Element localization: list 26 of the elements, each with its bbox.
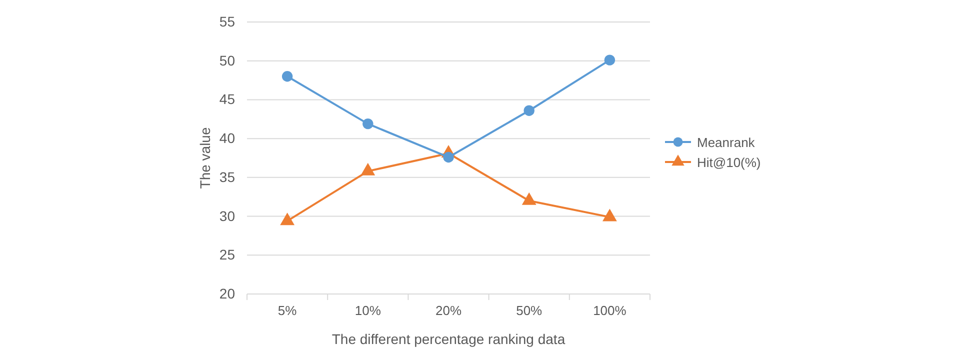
x-tick-label: 5% (278, 303, 298, 318)
point (602, 208, 617, 222)
point (604, 54, 616, 66)
point (443, 152, 454, 163)
point (524, 105, 534, 116)
legend-label: Hit@10(%) (697, 155, 761, 170)
x-tick-label: 20% (435, 303, 462, 318)
x-tick-label: 100% (593, 303, 627, 318)
y-tick-label: 30 (219, 208, 236, 224)
x-tick-label: 10% (354, 303, 382, 318)
y-tick-label: 25 (219, 246, 236, 263)
y-tick-label: 40 (219, 130, 236, 146)
y-tick-label: 50 (219, 52, 236, 68)
point (280, 212, 295, 226)
x-tick-label: 50% (516, 303, 543, 318)
y-tick-label: 35 (219, 168, 236, 185)
x-axis-title: The different percentage ranking data (332, 331, 566, 347)
point (282, 71, 293, 82)
y-axis-title: The value (197, 127, 213, 189)
point (360, 162, 376, 176)
y-tick-label: 45 (219, 91, 236, 108)
legend-label: Meanrank (697, 135, 756, 150)
y-tick-label: 20 (219, 285, 236, 302)
point (522, 192, 536, 205)
point (362, 118, 374, 130)
y-tick-label: 55 (219, 13, 236, 30)
